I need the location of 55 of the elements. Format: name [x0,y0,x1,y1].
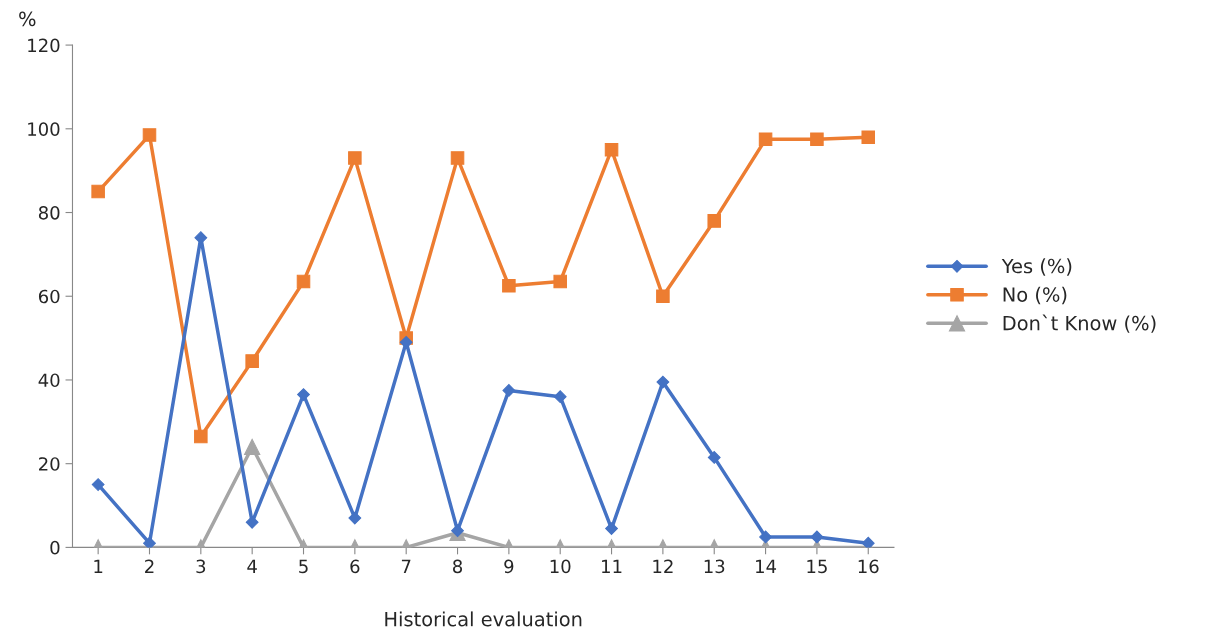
point [707,214,721,228]
y-tick-label: 0 [50,540,60,555]
point [502,279,516,293]
legend-label: Yes (%) [1001,258,1072,276]
y-axis-title: % [19,11,36,27]
y-tick-label: 120 [28,38,60,53]
point [348,511,362,525]
x-tick-label: 13 [704,559,725,574]
x-tick-label: 11 [602,559,622,573]
x-tick-label: 7 [401,559,411,573]
point [810,132,824,147]
point [861,130,876,144]
y-tick-label: 80 [38,205,60,220]
point [399,335,413,349]
point [502,384,516,397]
x-tick-label: 6 [350,559,360,574]
point [91,478,105,492]
y-tick-label: 20 [39,457,60,471]
x-tick-label: 10 [550,559,571,574]
point [91,184,105,199]
point [605,522,618,535]
point [810,530,824,544]
point [758,132,773,147]
point [553,274,567,289]
x-axis-title: Historical evaluation [385,611,582,627]
point [604,142,619,157]
x-tick-label: 8 [453,559,463,574]
y-tick-label: 40 [38,373,60,388]
y-tick-label: 60 [38,289,60,304]
point [553,390,567,404]
point [348,151,362,165]
point [244,438,261,456]
point [245,354,259,368]
point [142,128,157,142]
x-tick-label: 9 [504,559,514,574]
x-tick-label: 2 [145,559,154,573]
point [296,274,311,289]
point [194,429,208,444]
point [297,388,310,402]
x-tick-label: 5 [299,559,308,574]
legend-label: No (%) [1003,286,1067,305]
x-tick-label: 3 [196,559,206,574]
y-tick-label: 100 [28,122,60,136]
point [656,375,670,389]
point [450,151,465,165]
x-tick-label: 12 [653,559,673,573]
legend-label: Don`t Know (%) [1003,314,1156,333]
point [759,530,772,544]
x-tick-label: 4 [247,559,257,573]
x-tick-label: 15 [807,559,827,574]
x-tick-label: 1 [94,559,103,573]
x-tick-label: 16 [858,559,879,574]
point [656,289,670,304]
point [707,450,721,464]
x-tick-label: 14 [756,559,777,573]
